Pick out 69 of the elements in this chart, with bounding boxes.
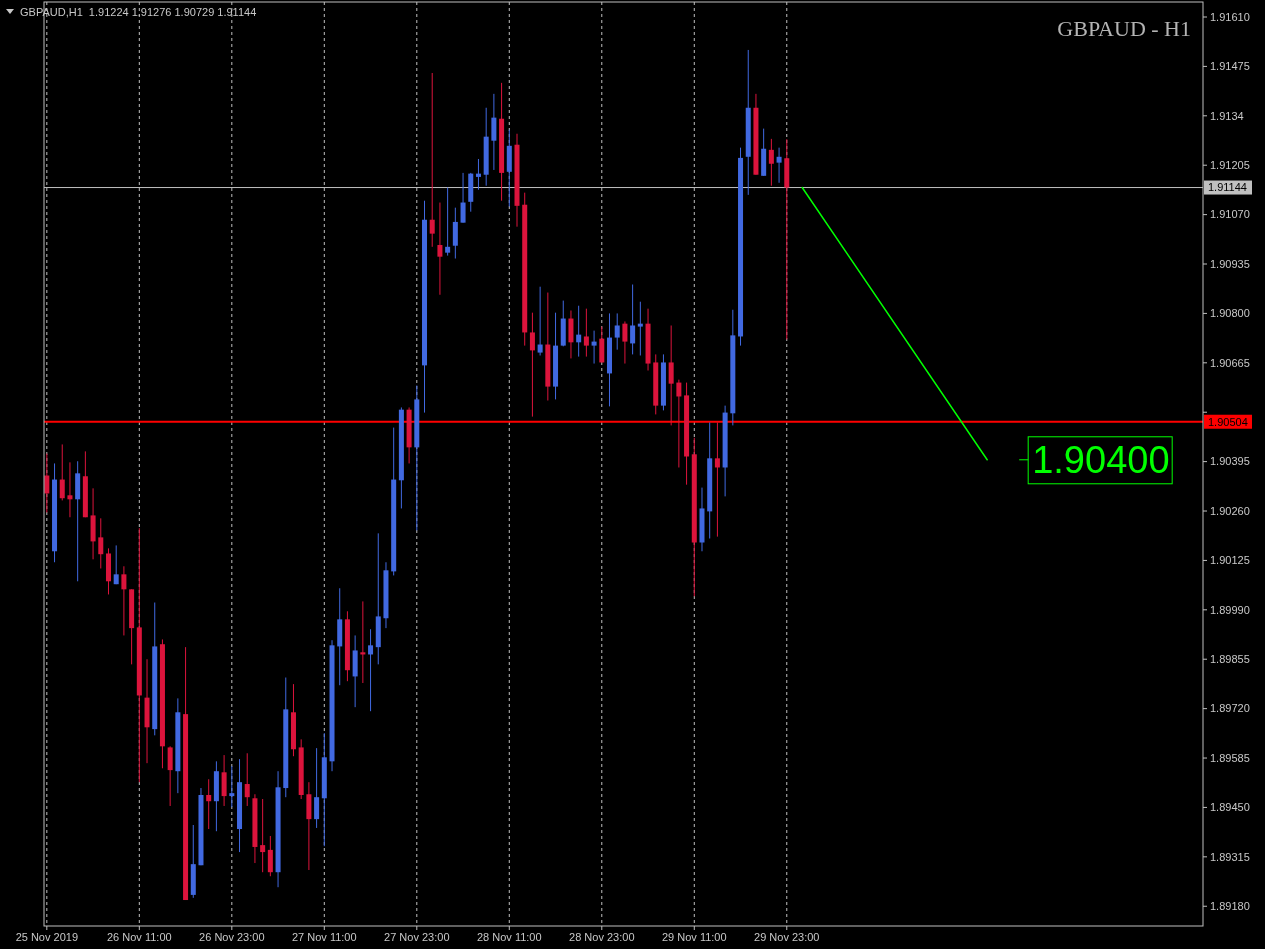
- candlestick: [614, 312, 620, 351]
- candlestick: [529, 312, 535, 418]
- y-tick-label: 1.89450: [1210, 801, 1250, 814]
- candlestick: [368, 628, 374, 712]
- annotation: 1.90400: [1032, 439, 1170, 482]
- y-tick-label: 1.89315: [1210, 850, 1250, 863]
- candlestick: [537, 286, 543, 356]
- y-tick-label: 1.91475: [1210, 60, 1250, 73]
- y-tick-label: 1.89720: [1210, 702, 1250, 715]
- candlestick: [429, 72, 435, 248]
- candlestick: [260, 798, 266, 873]
- x-tick-label: 27 Nov 11:00: [292, 931, 357, 943]
- candlestick: [206, 778, 212, 830]
- candlestick: [360, 600, 366, 684]
- candlestick: [59, 443, 65, 501]
- candlestick: [445, 187, 451, 257]
- candlestick: [67, 461, 73, 518]
- candlestick: [229, 765, 235, 808]
- candlestick: [113, 544, 119, 585]
- candlestick: [637, 301, 643, 356]
- candlestick: [314, 747, 320, 829]
- y-tick-label: 1.89990: [1210, 603, 1250, 616]
- y-tick-label: 1.89180: [1210, 900, 1250, 913]
- y-tick-label: 1.9134: [1210, 109, 1244, 122]
- candlestick: [437, 202, 443, 296]
- ref-line-label: 1.90504: [1208, 415, 1248, 428]
- candlestick: [576, 305, 582, 358]
- x-tick-label: 28 Nov 23:00: [569, 931, 635, 943]
- y-tick-label: 1.89855: [1210, 653, 1250, 666]
- y-tick-label: 1.90665: [1210, 356, 1250, 369]
- candlestick: [267, 835, 273, 877]
- y-tick-label: 1.91610: [1210, 10, 1250, 23]
- candlestick: [676, 379, 682, 468]
- y-tick-label: 1.91070: [1210, 208, 1250, 221]
- candlestick: [768, 138, 774, 187]
- candlestick: [583, 308, 589, 358]
- candlestick: [591, 330, 597, 365]
- x-tick-label: 25 Nov 2019: [15, 931, 79, 943]
- y-tick-label: 1.90125: [1210, 554, 1250, 567]
- candlestick: [599, 326, 605, 363]
- candlestick: [221, 754, 227, 807]
- y-tick-label: 1.89585: [1210, 751, 1250, 764]
- x-tick-label: 27 Nov 23:00: [384, 931, 450, 943]
- ref-line-label: 1.91144: [1208, 181, 1247, 194]
- x-tick-label: 26 Nov 11:00: [107, 931, 172, 943]
- y-tick-label: 1.90260: [1210, 504, 1250, 517]
- candlestick: [622, 320, 628, 365]
- x-tick-label: 29 Nov 11:00: [661, 931, 727, 943]
- candlestick: [568, 309, 574, 359]
- candlestick: [244, 752, 250, 807]
- candlestick: [121, 565, 127, 636]
- candlestick: [714, 421, 720, 538]
- candlestick: [630, 284, 636, 355]
- candlestick: [452, 207, 458, 260]
- y-tick-label: 1.90395: [1210, 455, 1250, 468]
- candlestick: [98, 517, 104, 569]
- chart-subtitle: GBPAUD,H1 1.91224 1.91276 1.90729 1.91144: [20, 6, 257, 18]
- x-tick-label: 26 Nov 23:00: [199, 931, 265, 943]
- y-tick-label: 1.90800: [1210, 307, 1250, 320]
- candlestick: [167, 745, 173, 807]
- text: GBPAUD - H1: [1057, 16, 1191, 41]
- candlestick: [668, 324, 674, 426]
- x-tick-label: 29 Nov 23:00: [754, 931, 820, 943]
- candlestick: [776, 147, 782, 184]
- y-tick-label: 1.90935: [1210, 257, 1250, 270]
- candlestick: [491, 93, 497, 171]
- y-tick-label: 1.91205: [1210, 159, 1250, 172]
- candlestick: [460, 172, 466, 224]
- x-tick-label: 28 Nov 11:00: [476, 931, 542, 943]
